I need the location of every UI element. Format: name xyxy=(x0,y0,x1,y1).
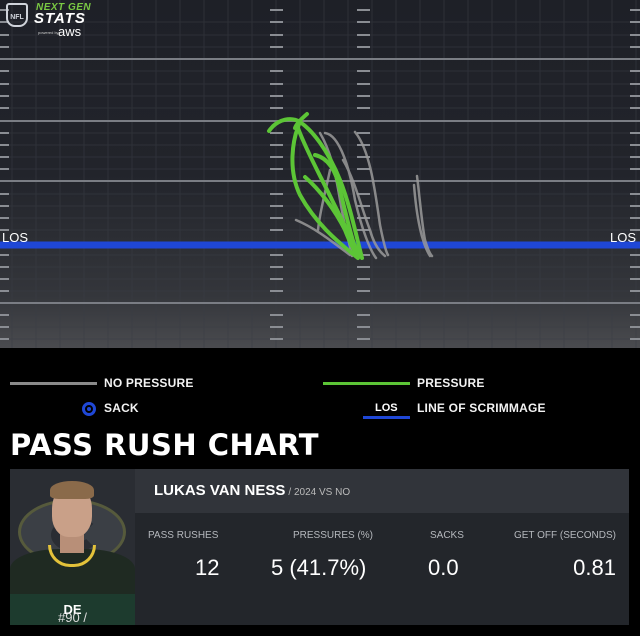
stat-value-sacks: 0.0 xyxy=(428,555,459,580)
legend-sack: SACK xyxy=(104,401,139,415)
page-title: PASS RUSH CHART xyxy=(10,428,320,462)
stat-label-pass-rushes: PASS RUSHES xyxy=(148,530,219,541)
legend-line-of-scrimmage: LINE OF SCRIMMAGE xyxy=(417,401,546,415)
legend-pressure: PRESSURE xyxy=(417,376,485,390)
yard-lines xyxy=(0,58,640,304)
pass-rush-field: NFL NEXT GEN STATS powered by aws LOS LO… xyxy=(0,0,640,348)
los-label-right: LOS xyxy=(609,230,636,245)
los-mini-label: LOS xyxy=(375,402,398,414)
pressure-swatch xyxy=(323,382,410,385)
logo-next-gen: NEXT GEN xyxy=(36,2,92,13)
stat-value-get-off: 0.81 xyxy=(573,555,616,580)
legend: NO PRESSURE PRESSURE SACK LOS LINE OF SC… xyxy=(0,370,640,426)
no-pressure-swatch xyxy=(10,382,97,385)
stat-label-pressures: PRESSURES (%) xyxy=(293,530,374,541)
nfl-shield-icon: NFL xyxy=(6,3,28,27)
player-name: LUKAS VAN NESS xyxy=(154,482,286,499)
player-number: #90 / xyxy=(58,610,87,625)
logo-stats: STATS xyxy=(34,10,86,27)
logo-powered-by: powered by xyxy=(38,30,59,35)
los-swatch xyxy=(363,416,410,419)
aws-logo: aws xyxy=(58,24,82,39)
player-season: / 2024 VS NO xyxy=(288,487,351,498)
pressure-traces xyxy=(267,112,364,260)
player-position: DE xyxy=(63,602,82,617)
stat-value-pressures: 5 (41.7%) xyxy=(271,555,367,580)
sack-icon xyxy=(82,402,96,416)
player-stats-card: #90 / DE LUKAS VAN NESS/ 2024 VS NO PASS… xyxy=(10,469,629,625)
hash-marks xyxy=(0,9,640,340)
los-label-left: LOS xyxy=(2,230,29,245)
next-gen-stats-logo: NFL NEXT GEN STATS powered by aws xyxy=(4,2,94,44)
stat-label-sacks: SACKS xyxy=(430,530,464,541)
field-svg xyxy=(0,0,640,348)
legend-no-pressure: NO PRESSURE xyxy=(104,376,194,390)
jersey-number-bar: #90 / DE xyxy=(10,594,135,625)
player-photo xyxy=(10,469,135,594)
player-header: LUKAS VAN NESS/ 2024 VS NO xyxy=(135,469,629,513)
stat-value-pass-rushes: 12 xyxy=(195,555,220,580)
stat-label-get-off: GET OFF (SECONDS) xyxy=(513,530,616,541)
